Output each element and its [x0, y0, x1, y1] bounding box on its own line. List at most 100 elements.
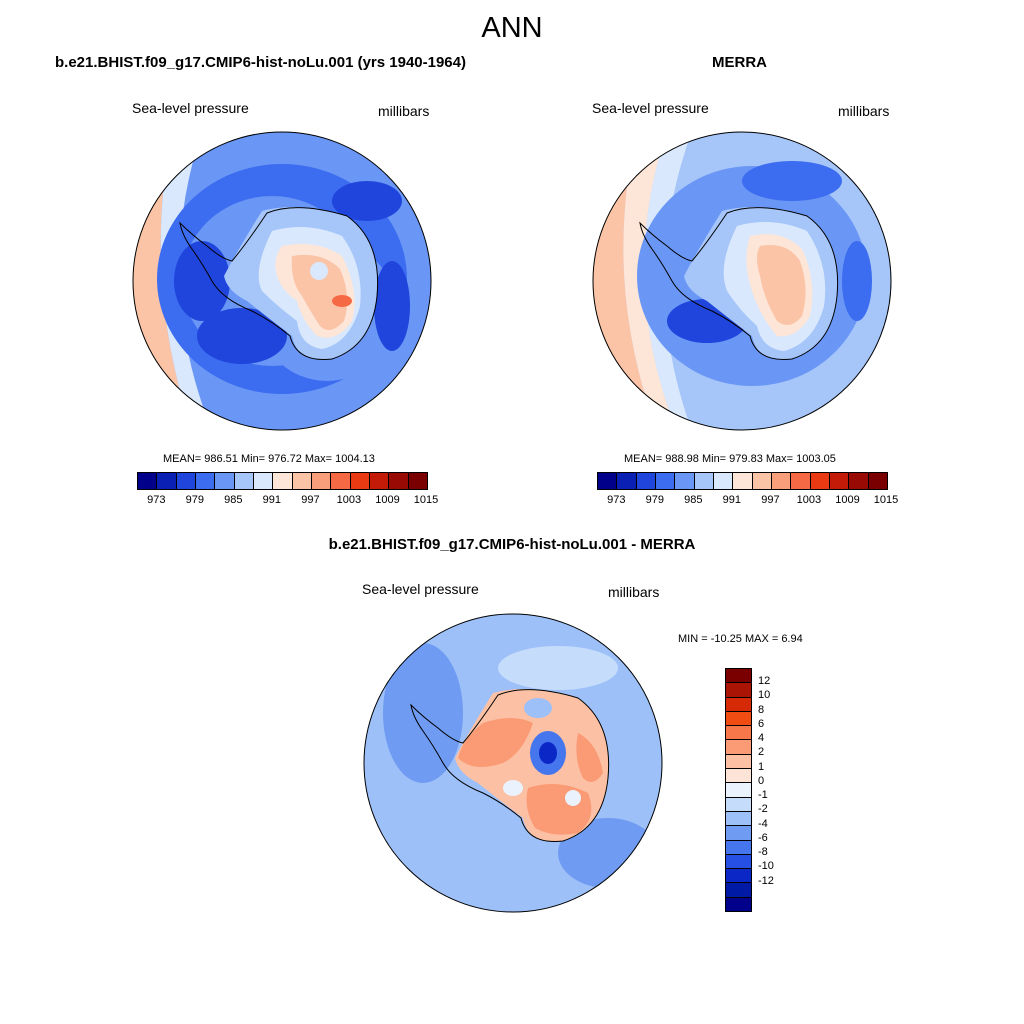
colorbar-tick-label: 12 — [758, 675, 771, 688]
colorbar-swatch — [726, 669, 751, 684]
colorbar-swatch — [726, 711, 751, 727]
colorbar-swatch — [733, 473, 753, 489]
colorbar-tick-label: 1 — [758, 760, 765, 773]
colorbar-swatch — [726, 783, 751, 798]
panel1-variable-label: Sea-level pressure — [132, 100, 249, 116]
panel3-units-label: millibars — [608, 584, 660, 600]
panel3-colorbar — [725, 668, 752, 912]
colorbar-tick-label: -12 — [758, 874, 774, 887]
panel1-stats: MEAN= 986.51 Min= 976.72 Max= 1004.13 — [163, 453, 375, 465]
colorbar-swatch — [408, 473, 427, 489]
main-title: ANN — [481, 12, 543, 44]
panel3-variable-label: Sea-level pressure — [362, 581, 479, 597]
colorbar-swatch — [675, 473, 695, 489]
colorbar-swatch — [771, 473, 792, 489]
colorbar-swatch — [389, 473, 409, 489]
colorbar-swatch — [726, 740, 751, 755]
colorbar-tick-label: 1003 — [336, 494, 362, 506]
colorbar-swatch — [273, 473, 293, 489]
colorbar-tick-label: 1009 — [375, 494, 400, 506]
colorbar-swatch — [829, 473, 850, 489]
colorbar-tick-label: -4 — [758, 817, 768, 830]
panel3-stats: MIN = -10.25 MAX = 6.94 — [678, 633, 803, 645]
panel2-units-label: millibars — [838, 103, 890, 119]
colorbar-swatch — [234, 473, 254, 489]
panel3-colorbar-labels: 12 10 8 6 4 2 1 0 -1 -2 -4 -6 -8 -10 -12 — [758, 668, 798, 910]
colorbar-swatch — [713, 473, 734, 489]
panel1-units-label: millibars — [378, 103, 430, 119]
colorbar-tick-label: 985 — [224, 494, 243, 506]
colorbar-swatch — [726, 726, 751, 741]
colorbar-tick-label: 979 — [645, 494, 664, 506]
colorbar-tick-label: 1015 — [873, 494, 899, 506]
colorbar-swatch — [655, 473, 676, 489]
colorbar-tick-label: 997 — [301, 494, 320, 506]
colorbar-swatch — [868, 473, 887, 489]
panel2-colorbar-labels: 973 979 985 991 997 1003 1009 1015 — [597, 494, 898, 508]
colorbar-swatch — [157, 473, 177, 489]
colorbar-swatch — [311, 473, 332, 489]
colorbar-tick-label: -2 — [758, 803, 768, 816]
colorbar-tick-label: 0 — [758, 774, 765, 787]
colorbar-tick-label: -8 — [758, 846, 768, 859]
colorbar-swatch — [253, 473, 274, 489]
panel2-variable-label: Sea-level pressure — [592, 100, 709, 116]
colorbar-tick-label: 6 — [758, 717, 765, 730]
colorbar-swatch — [617, 473, 637, 489]
colorbar-tick-label: 1015 — [413, 494, 439, 506]
colorbar-swatch — [176, 473, 196, 489]
colorbar-tick-label: 8 — [758, 703, 765, 716]
colorbar-tick-label: 997 — [761, 494, 780, 506]
colorbar-swatch — [215, 473, 235, 489]
colorbar-swatch — [138, 473, 158, 489]
colorbar-tick-label: 4 — [758, 732, 765, 745]
colorbar-swatch — [195, 473, 216, 489]
panel3-polar-map — [363, 613, 663, 913]
colorbar-tick-label: 2 — [758, 746, 765, 759]
panel2-colorbar — [597, 472, 888, 490]
panel1-title: b.e21.BHIST.f09_g17.CMIP6-hist-noLu.001 … — [55, 54, 466, 71]
colorbar-swatch — [726, 811, 751, 827]
colorbar-swatch — [791, 473, 811, 489]
colorbar-swatch — [726, 683, 751, 698]
colorbar-swatch — [726, 869, 751, 884]
colorbar-swatch — [636, 473, 656, 489]
colorbar-tick-label: 973 — [607, 494, 626, 506]
colorbar-swatch — [726, 697, 751, 712]
colorbar-tick-label: 1009 — [835, 494, 860, 506]
colorbar-tick-label: -6 — [758, 831, 768, 844]
colorbar-swatch — [350, 473, 370, 489]
colorbar-swatch — [726, 854, 751, 870]
panel3-title: b.e21.BHIST.f09_g17.CMIP6-hist-noLu.001 … — [328, 536, 696, 553]
panel2-polar-map — [592, 131, 892, 431]
colorbar-swatch — [598, 473, 618, 489]
panel1-colorbar — [137, 472, 428, 490]
colorbar-swatch — [752, 473, 772, 489]
colorbar-swatch — [331, 473, 351, 489]
colorbar-swatch — [726, 840, 751, 855]
colorbar-swatch — [726, 897, 751, 912]
colorbar-tick-label: 991 — [262, 494, 282, 506]
colorbar-swatch — [726, 826, 751, 841]
colorbar-swatch — [694, 473, 714, 489]
colorbar-tick-label: -10 — [758, 860, 774, 873]
colorbar-swatch — [292, 473, 312, 489]
colorbar-swatch — [726, 883, 751, 898]
colorbar-tick-label: -1 — [758, 789, 768, 802]
colorbar-tick-label: 1003 — [796, 494, 822, 506]
colorbar-swatch — [810, 473, 830, 489]
colorbar-swatch — [369, 473, 390, 489]
colorbar-swatch — [726, 769, 751, 784]
colorbar-swatch — [726, 797, 751, 812]
panel1-polar-map — [132, 131, 432, 431]
colorbar-tick-label: 991 — [722, 494, 742, 506]
panel2-title: MERRA — [712, 54, 767, 71]
colorbar-tick-label: 973 — [147, 494, 166, 506]
colorbar-tick-label: 985 — [684, 494, 703, 506]
colorbar-tick-label: 979 — [185, 494, 204, 506]
colorbar-swatch — [849, 473, 869, 489]
panel1-colorbar-labels: 973 979 985 991 997 1003 1009 1015 — [137, 494, 438, 508]
colorbar-swatch — [726, 754, 751, 770]
colorbar-tick-label: 10 — [758, 689, 771, 702]
panel2-stats: MEAN= 988.98 Min= 979.83 Max= 1003.05 — [624, 453, 836, 465]
